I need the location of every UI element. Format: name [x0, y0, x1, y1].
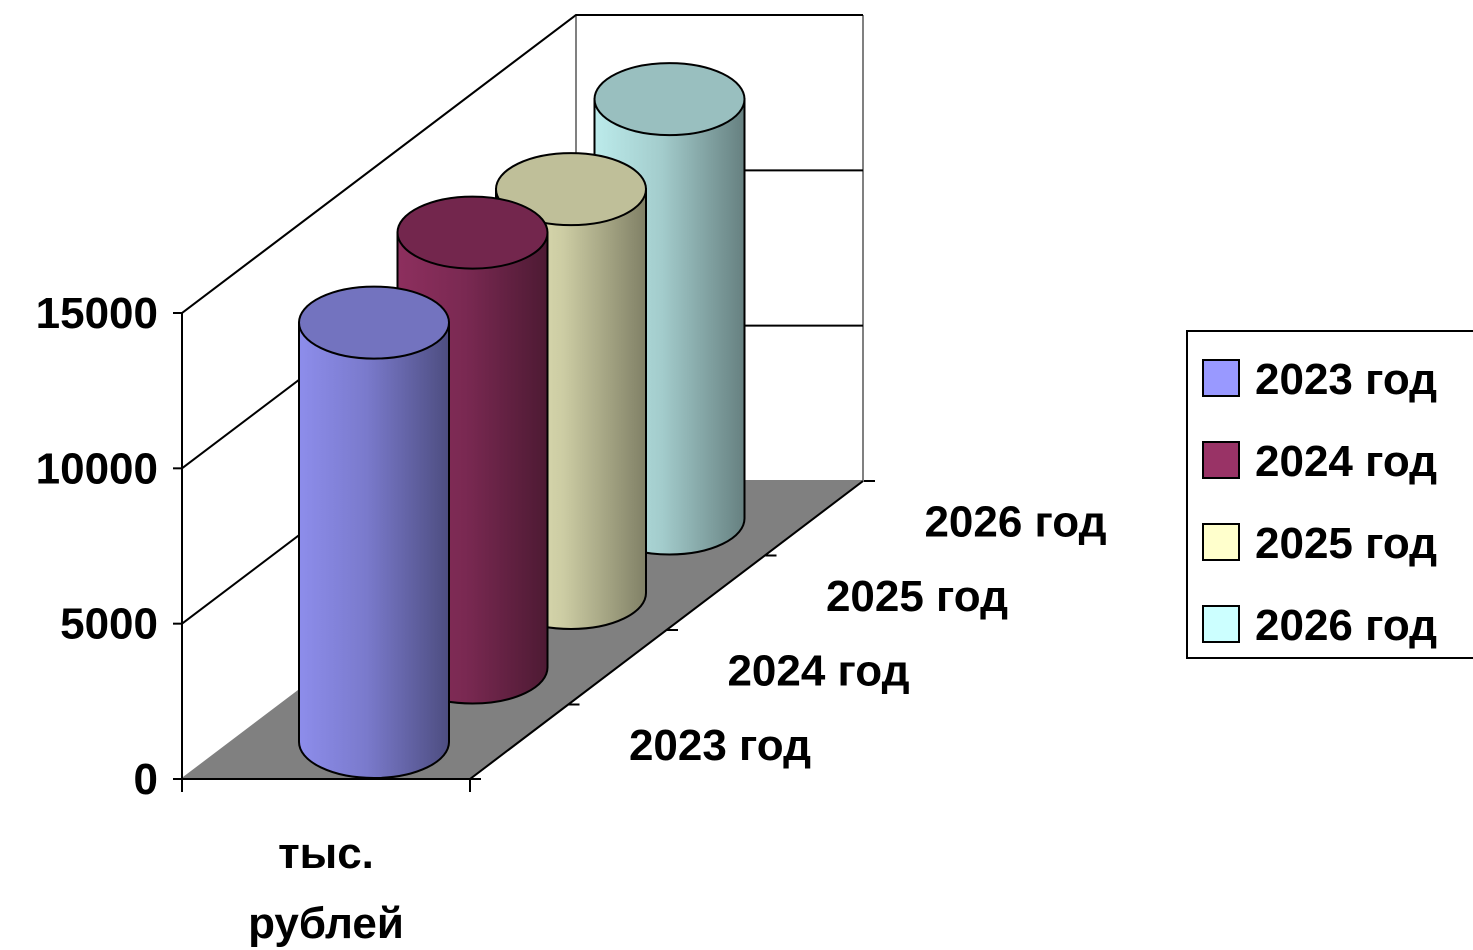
bar-body	[298, 321, 450, 779]
bar-top	[396, 195, 549, 270]
legend-swatch	[1202, 359, 1240, 397]
legend-swatch	[1202, 605, 1240, 643]
bar-top	[298, 285, 450, 360]
bar-series	[298, 62, 746, 779]
gridline	[181, 14, 863, 314]
x-category-label-line-2: рублей	[248, 899, 404, 948]
bar-top	[593, 62, 746, 137]
depth-axis-ticks	[470, 480, 875, 780]
x-axis-category-label: тыс. рублей	[248, 829, 404, 948]
bar-top	[495, 152, 647, 227]
legend-label: 2023 год	[1255, 355, 1437, 404]
legend-swatch	[1202, 441, 1240, 479]
depth-axis-labels: 2023 год 2024 год 2025 год 2026 год	[629, 498, 1107, 771]
x-axis-ticks	[181, 779, 471, 792]
depth-label: 2024 год	[727, 647, 909, 696]
axes	[181, 313, 864, 780]
depth-label: 2026 год	[924, 498, 1106, 547]
y-axis-tick-labels: 0 5000 10000 15000	[36, 289, 158, 804]
y-tick-label: 15000	[36, 289, 158, 338]
legend-label: 2024 год	[1255, 437, 1437, 486]
legend-swatch	[1202, 523, 1240, 561]
legend-label: 2026 год	[1255, 601, 1437, 650]
depth-label: 2023 год	[629, 721, 811, 770]
x-category-label-line-1: тыс.	[278, 829, 374, 878]
depth-label: 2025 год	[826, 572, 1008, 621]
y-tick-label: 5000	[60, 600, 158, 649]
legend-label: 2025 год	[1255, 519, 1437, 568]
legend: 2023 год 2024 год 2025 год 2026 год	[1186, 330, 1473, 659]
y-axis-ticks	[173, 312, 182, 780]
bar-cylinder	[298, 285, 450, 779]
y-tick-label: 10000	[36, 444, 158, 493]
y-tick-label: 0	[134, 755, 158, 804]
